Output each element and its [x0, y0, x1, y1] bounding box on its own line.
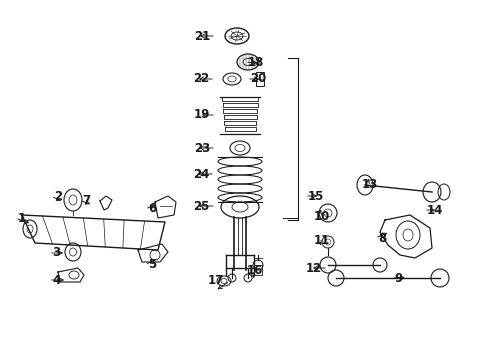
- Text: 23: 23: [193, 141, 209, 154]
- Text: 8: 8: [377, 231, 386, 244]
- Text: 14: 14: [426, 203, 443, 216]
- Text: 5: 5: [148, 258, 156, 271]
- Text: 20: 20: [249, 72, 265, 85]
- Text: 21: 21: [193, 30, 209, 42]
- Text: 6: 6: [148, 202, 156, 216]
- Text: 12: 12: [305, 261, 321, 274]
- Text: 10: 10: [313, 210, 329, 222]
- Text: 9: 9: [393, 271, 402, 284]
- Text: 16: 16: [246, 265, 263, 278]
- Text: 18: 18: [247, 55, 264, 68]
- Text: 3: 3: [52, 247, 60, 260]
- Text: 17: 17: [207, 274, 224, 288]
- Text: 19: 19: [193, 108, 209, 122]
- Text: 7: 7: [82, 194, 90, 207]
- Text: 2: 2: [54, 189, 62, 202]
- Text: 22: 22: [192, 72, 208, 85]
- Text: 13: 13: [361, 179, 377, 192]
- Text: 1: 1: [18, 211, 26, 225]
- Text: 15: 15: [307, 189, 324, 202]
- Text: 24: 24: [192, 167, 208, 180]
- Bar: [253, 265, 262, 275]
- Text: 25: 25: [193, 199, 209, 212]
- Text: 11: 11: [313, 234, 329, 247]
- Bar: [256, 72, 264, 86]
- Text: 4: 4: [52, 274, 60, 287]
